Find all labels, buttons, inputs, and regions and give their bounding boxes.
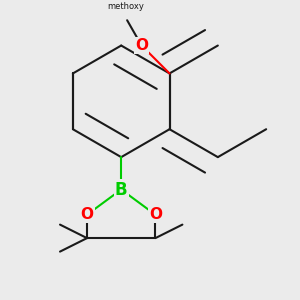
Text: O: O <box>135 38 148 53</box>
Text: B: B <box>115 181 128 199</box>
Text: methoxy: methoxy <box>107 2 144 11</box>
Text: O: O <box>80 207 94 222</box>
Text: O: O <box>149 207 162 222</box>
